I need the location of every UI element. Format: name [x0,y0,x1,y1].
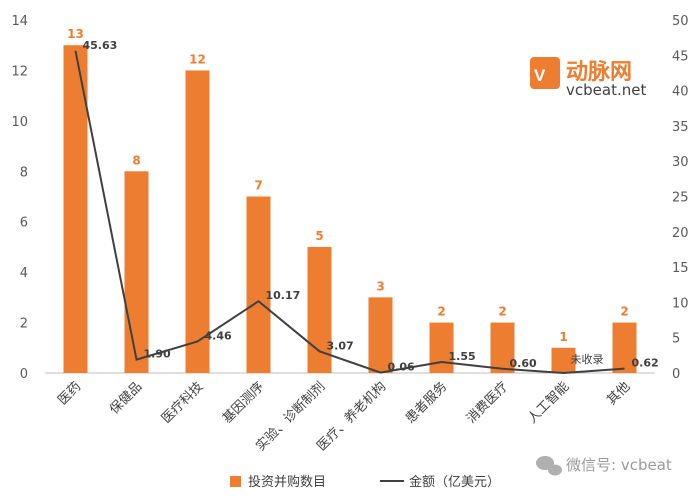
right-tick-label: 50 [672,14,689,29]
bar-data-label: 13 [67,27,84,41]
line-data-labels: 45.63 1.90 4.46 10.17 3.07 0.06 1.55 0.60 未收录 0.6… [83,39,659,374]
bar-data-label: 7 [254,179,262,193]
bar-data-label: 2 [498,305,506,319]
right-tick-label: 15 [672,261,689,276]
logo-url: vcbeat.net [566,81,646,99]
line-data-label: 1.90 [144,348,171,361]
right-tick-label: 40 [672,85,689,100]
line-data-label: 0.06 [388,361,415,374]
amount-line [74,50,625,375]
bar-data-label: 5 [315,229,323,243]
right-tick-label: 25 [672,191,689,206]
bar [368,297,393,373]
category-label: 人工智能 [525,379,572,426]
right-axis-ticks: 0 5 10 15 20 25 30 35 40 45 50 [672,14,689,382]
right-tick-label: 30 [672,155,689,170]
line-data-label: 4.46 [205,330,232,343]
category-label: 医药 [55,379,84,408]
category-label: 保健品 [107,379,145,417]
wechat-icon [536,456,562,476]
logo-mark [530,57,560,89]
line-data-label: 3.07 [327,339,354,352]
left-tick-label: 10 [11,115,28,130]
category-labels: 医药 保健品 医疗科技 基因测序实验、诊断制剂医疗、养老机构 患者服务 消费医疗 人工智能其… [55,379,633,455]
right-tick-label: 0 [672,367,680,382]
bar [551,347,576,373]
bar-data-label: 2 [437,305,445,319]
right-tick-label: 35 [672,120,689,135]
left-tick-label: 2 [20,317,28,332]
bar-data-label: 12 [189,52,206,66]
category-label: 基因测序 [220,379,267,426]
left-tick-label: 0 [20,367,28,382]
line-data-label: 10.17 [266,289,301,302]
right-tick-label: 10 [672,296,689,311]
line-data-label: 45.63 [83,39,118,52]
left-tick-label: 14 [11,14,28,29]
bar [429,322,454,373]
right-tick-label: 5 [672,332,680,347]
bar-series [63,45,637,373]
left-tick-label: 12 [11,64,28,79]
line-data-label: 1.55 [449,350,476,363]
bar-data-label: 3 [376,279,384,293]
legend-bar-swatch [230,476,241,487]
bar-data-label: 8 [132,153,140,167]
watermark-text: 微信号: vcbeat [566,456,672,474]
bar-data-label: 1 [559,330,567,344]
logo-name: 动脉网 [566,60,632,85]
left-axis-ticks: 0 2 4 6 8 10 12 14 [11,14,28,382]
bar [246,196,271,373]
line-data-label: 未收录 [571,352,604,366]
legend-line-label: 金额（亿美元） [409,474,500,490]
logo-mark-glyph: V [534,66,546,85]
bar [124,171,149,373]
category-label: 患者服务 [402,379,450,427]
line-data-label: 0.62 [632,357,659,370]
bar [63,45,88,373]
right-tick-label: 45 [672,49,689,64]
legend: 投资并购数目 金额（亿美元） [230,474,500,490]
category-label: 其他 [604,379,633,408]
bar [612,322,637,373]
category-label: 医疗科技 [159,379,206,426]
left-tick-label: 4 [20,266,28,281]
legend-bar-label: 投资并购数目 [248,474,326,490]
bar [185,70,210,373]
line-data-label: 0.60 [510,357,537,370]
left-tick-label: 6 [20,216,28,231]
right-tick-label: 20 [672,226,689,241]
wechat-watermark: 微信号: vcbeat [536,456,672,476]
bar [490,322,515,373]
left-tick-label: 8 [20,165,28,180]
bar-data-label: 2 [620,305,628,319]
category-label: 消费医疗 [464,379,511,426]
vcbeat-logo: V 动脉网 vcbeat.net [530,57,646,99]
